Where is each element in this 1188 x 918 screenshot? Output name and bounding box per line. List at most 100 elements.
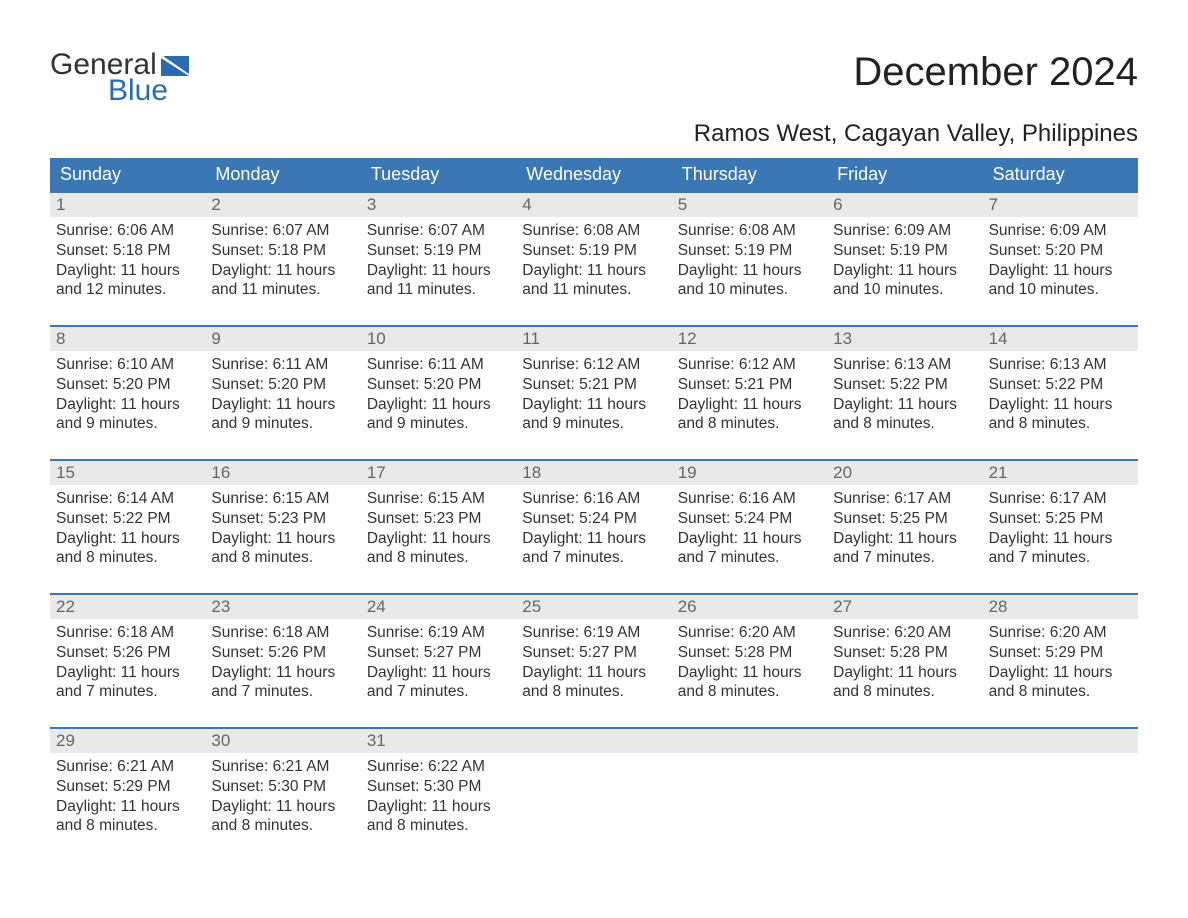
day-cell: 16Sunrise: 6:15 AMSunset: 5:23 PMDayligh…: [205, 461, 360, 579]
weekday-header: Saturday: [983, 158, 1138, 191]
day-body: Sunrise: 6:17 AMSunset: 5:25 PMDaylight:…: [983, 485, 1138, 574]
daylight-text: Daylight: 11 hours and 8 minutes.: [833, 663, 976, 703]
day-number: 27: [827, 595, 982, 619]
sunset-text: Sunset: 5:24 PM: [522, 509, 665, 529]
day-number: 15: [50, 461, 205, 485]
day-number: 28: [983, 595, 1138, 619]
daylight-text: Daylight: 11 hours and 9 minutes.: [211, 395, 354, 435]
day-cell: 9Sunrise: 6:11 AMSunset: 5:20 PMDaylight…: [205, 327, 360, 445]
sunset-text: Sunset: 5:28 PM: [833, 643, 976, 663]
sunset-text: Sunset: 5:23 PM: [211, 509, 354, 529]
day-cell: 4 Sunrise: 6:08 AMSunset: 5:19 PMDaylight…: [516, 193, 671, 311]
day-cell: 25Sunrise: 6:19 AMSunset: 5:27 PMDayligh…: [516, 595, 671, 713]
day-body: Sunrise: 6:11 AMSunset: 5:20 PMDaylight:…: [361, 351, 516, 440]
day-number: 4: [516, 193, 671, 217]
daylight-text: Daylight: 11 hours and 11 minutes.: [367, 261, 510, 301]
day-number: 10: [361, 327, 516, 351]
day-cell: 27 Sunrise: 6:20 AMSunset: 5:28 PMDayligh…: [827, 595, 982, 713]
sunrise-text: Sunrise: 6:15 AM: [211, 489, 354, 509]
day-number: 9: [205, 327, 360, 351]
sunrise-text: Sunrise: 6:20 AM: [989, 623, 1132, 643]
sunrise-text: Sunrise: 6:10 AM: [56, 355, 199, 375]
sunset-text: Sunset: 5:29 PM: [56, 777, 199, 797]
daylight-text: Daylight: 11 hours and 7 minutes.: [211, 663, 354, 703]
day-number: 13: [827, 327, 982, 351]
daylight-text: Daylight: 11 hours and 8 minutes.: [989, 395, 1132, 435]
day-cell: 13Sunrise: 6:13 AMSunset: 5:22 PMDayligh…: [827, 327, 982, 445]
day-number: 1: [50, 193, 205, 217]
sunset-text: Sunset: 5:30 PM: [367, 777, 510, 797]
weekday-header: Monday: [205, 158, 360, 191]
sunrise-text: Sunrise: 6:20 AM: [833, 623, 976, 643]
sunset-text: Sunset: 5:21 PM: [522, 375, 665, 395]
day-cell: 6Sunrise: 6:09 AMSunset: 5:19 PMDaylight…: [827, 193, 982, 311]
day-number: 19: [672, 461, 827, 485]
sunset-text: Sunset: 5:29 PM: [989, 643, 1132, 663]
day-number: 3: [361, 193, 516, 217]
sunrise-text: Sunrise: 6:08 AM: [522, 221, 665, 241]
day-cell: 11Sunrise: 6:12 AMSunset: 5:21 PMDayligh…: [516, 327, 671, 445]
calendar: SundayMondayTuesdayWednesdayThursdayFrid…: [50, 158, 1138, 847]
day-cell: 3Sunrise: 6:07 AMSunset: 5:19 PMDaylight…: [361, 193, 516, 311]
sunset-text: Sunset: 5:30 PM: [211, 777, 354, 797]
sunrise-text: Sunrise: 6:22 AM: [367, 757, 510, 777]
day-cell: [516, 729, 671, 847]
daylight-text: Daylight: 11 hours and 11 minutes.: [522, 261, 665, 301]
daylight-text: Daylight: 11 hours and 8 minutes.: [989, 663, 1132, 703]
sunrise-text: Sunrise: 6:15 AM: [367, 489, 510, 509]
sunset-text: Sunset: 5:22 PM: [989, 375, 1132, 395]
day-number: 12: [672, 327, 827, 351]
week-row: 8Sunrise: 6:10 AMSunset: 5:20 PMDaylight…: [50, 325, 1138, 445]
weekday-header: Sunday: [50, 158, 205, 191]
week-row: 29Sunrise: 6:21 AMSunset: 5:29 PMDayligh…: [50, 727, 1138, 847]
sunset-text: Sunset: 5:25 PM: [833, 509, 976, 529]
day-body: Sunrise: 6:18 AMSunset: 5:26 PMDaylight:…: [205, 619, 360, 708]
brand-text-2: Blue: [108, 76, 189, 106]
day-number: 29: [50, 729, 205, 753]
day-body: Sunrise: 6:16 AMSunset: 5:24 PMDaylight:…: [516, 485, 671, 574]
sunrise-text: Sunrise: 6:20 AM: [678, 623, 821, 643]
day-number: 24: [361, 595, 516, 619]
week-row: 22Sunrise: 6:18 AMSunset: 5:26 PMDayligh…: [50, 593, 1138, 713]
sunset-text: Sunset: 5:23 PM: [367, 509, 510, 529]
sunrise-text: Sunrise: 6:11 AM: [211, 355, 354, 375]
day-cell: 22Sunrise: 6:18 AMSunset: 5:26 PMDayligh…: [50, 595, 205, 713]
sunset-text: Sunset: 5:25 PM: [989, 509, 1132, 529]
daylight-text: Daylight: 11 hours and 7 minutes.: [833, 529, 976, 569]
weekday-header: Friday: [827, 158, 982, 191]
day-number: [672, 729, 827, 753]
day-cell: 31Sunrise: 6:22 AMSunset: 5:30 PMDayligh…: [361, 729, 516, 847]
day-number: 20: [827, 461, 982, 485]
sunset-text: Sunset: 5:27 PM: [367, 643, 510, 663]
daylight-text: Daylight: 11 hours and 8 minutes.: [678, 395, 821, 435]
daylight-text: Daylight: 11 hours and 11 minutes.: [211, 261, 354, 301]
sunset-text: Sunset: 5:19 PM: [367, 241, 510, 261]
day-number: 16: [205, 461, 360, 485]
day-body: Sunrise: 6:16 AMSunset: 5:24 PMDaylight:…: [672, 485, 827, 574]
day-cell: 10Sunrise: 6:11 AMSunset: 5:20 PMDayligh…: [361, 327, 516, 445]
week-row: 15Sunrise: 6:14 AMSunset: 5:22 PMDayligh…: [50, 459, 1138, 579]
location-subtitle: Ramos West, Cagayan Valley, Philippines: [50, 120, 1138, 148]
daylight-text: Daylight: 11 hours and 9 minutes.: [56, 395, 199, 435]
day-body: Sunrise: 6:08 AMSunset: 5:19 PMDaylight:…: [672, 217, 827, 306]
day-body: Sunrise: 6:07 AMSunset: 5:19 PMDaylight:…: [361, 217, 516, 306]
sunrise-text: Sunrise: 6:13 AM: [833, 355, 976, 375]
day-cell: 30Sunrise: 6:21 AMSunset: 5:30 PMDayligh…: [205, 729, 360, 847]
weekday-header: Tuesday: [361, 158, 516, 191]
day-body: Sunrise: 6:11 AMSunset: 5:20 PMDaylight:…: [205, 351, 360, 440]
day-cell: 19Sunrise: 6:16 AMSunset: 5:24 PMDayligh…: [672, 461, 827, 579]
week-row: 1Sunrise: 6:06 AMSunset: 5:18 PMDaylight…: [50, 191, 1138, 311]
sunrise-text: Sunrise: 6:08 AM: [678, 221, 821, 241]
sunrise-text: Sunrise: 6:09 AM: [833, 221, 976, 241]
daylight-text: Daylight: 11 hours and 8 minutes.: [367, 529, 510, 569]
daylight-text: Daylight: 11 hours and 9 minutes.: [367, 395, 510, 435]
sunset-text: Sunset: 5:19 PM: [522, 241, 665, 261]
day-cell: 26Sunrise: 6:20 AMSunset: 5:28 PMDayligh…: [672, 595, 827, 713]
day-number: 5: [672, 193, 827, 217]
day-cell: 2Sunrise: 6:07 AMSunset: 5:18 PMDaylight…: [205, 193, 360, 311]
daylight-text: Daylight: 11 hours and 8 minutes.: [678, 663, 821, 703]
daylight-text: Daylight: 11 hours and 8 minutes.: [211, 797, 354, 837]
day-body: Sunrise: 6:21 AMSunset: 5:29 PMDaylight:…: [50, 753, 205, 842]
sunset-text: Sunset: 5:20 PM: [367, 375, 510, 395]
day-cell: 20Sunrise: 6:17 AMSunset: 5:25 PMDayligh…: [827, 461, 982, 579]
